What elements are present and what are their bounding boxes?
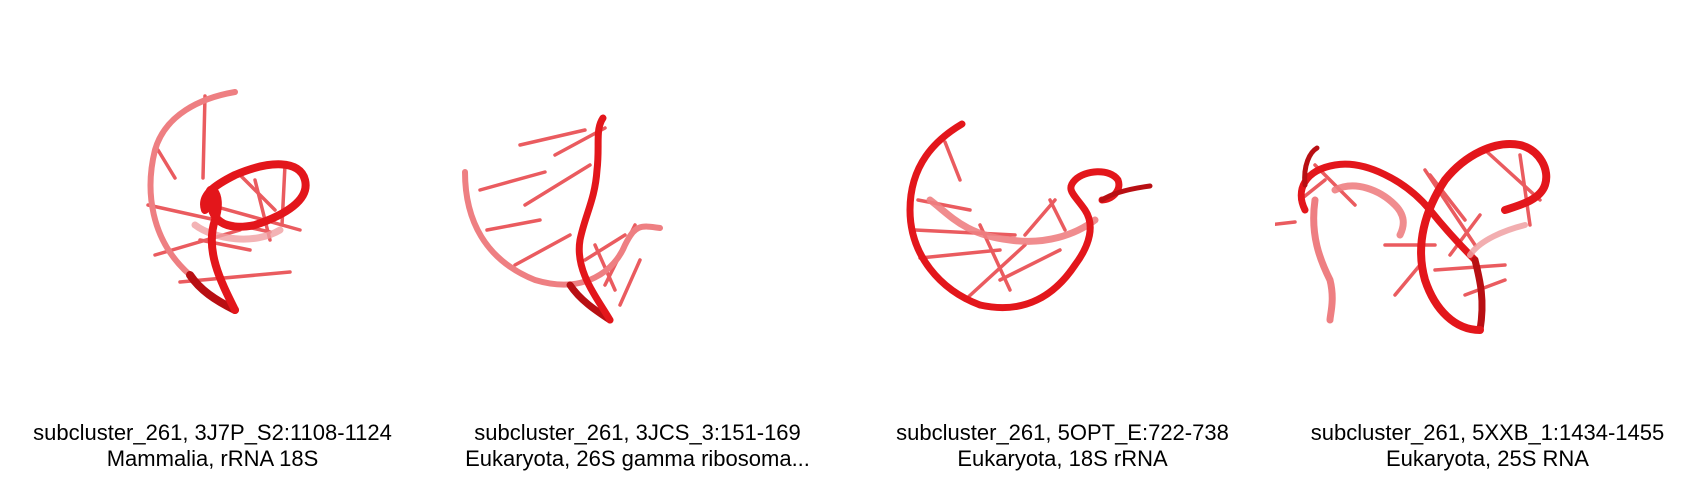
structure-panel-4: subcluster_261, 5XXB_1:1434-1455 Eukaryo… [1275,0,1700,480]
rna-structure-image-1 [146,89,310,314]
rna-structure-image-4 [1275,140,1551,334]
structure-title-4: subcluster_261, 5XXB_1:1434-1455 [1310,420,1665,445]
structure-subtitle-2: Eukaryota, 26S gamma ribosoma... [465,446,810,471]
structure-caption-1: subcluster_261, 3J7P_S2:1108-1124 Mammal… [0,420,425,472]
structure-title-3: subcluster_261, 5OPT_E:722-738 [896,420,1229,445]
structure-caption-3: subcluster_261, 5OPT_E:722-738 Eukaryota… [850,420,1275,472]
structure-subtitle-4: Eukaryota, 25S RNA [1386,446,1589,471]
structure-title-1: subcluster_261, 3J7P_S2:1108-1124 [33,420,392,445]
structure-title-2: subcluster_261, 3JCS_3:151-169 [474,420,801,445]
structure-caption-2: subcluster_261, 3JCS_3:151-169 Eukaryota… [425,420,850,472]
structure-panel-3: subcluster_261, 5OPT_E:722-738 Eukaryota… [850,0,1275,480]
structure-caption-4: subcluster_261, 5XXB_1:1434-1455 Eukaryo… [1275,420,1700,472]
rna-structure-image-3 [906,120,1153,312]
structure-subtitle-1: Mammalia, rRNA 18S [106,446,319,471]
structure-panel-2: subcluster_261, 3JCS_3:151-169 Eukaryota… [425,0,850,480]
structure-panel-1: subcluster_261, 3J7P_S2:1108-1124 Mammal… [0,0,425,480]
structure-subtitle-3: Eukaryota, 18S rRNA [957,446,1168,471]
rna-structure-image-2 [462,114,663,324]
